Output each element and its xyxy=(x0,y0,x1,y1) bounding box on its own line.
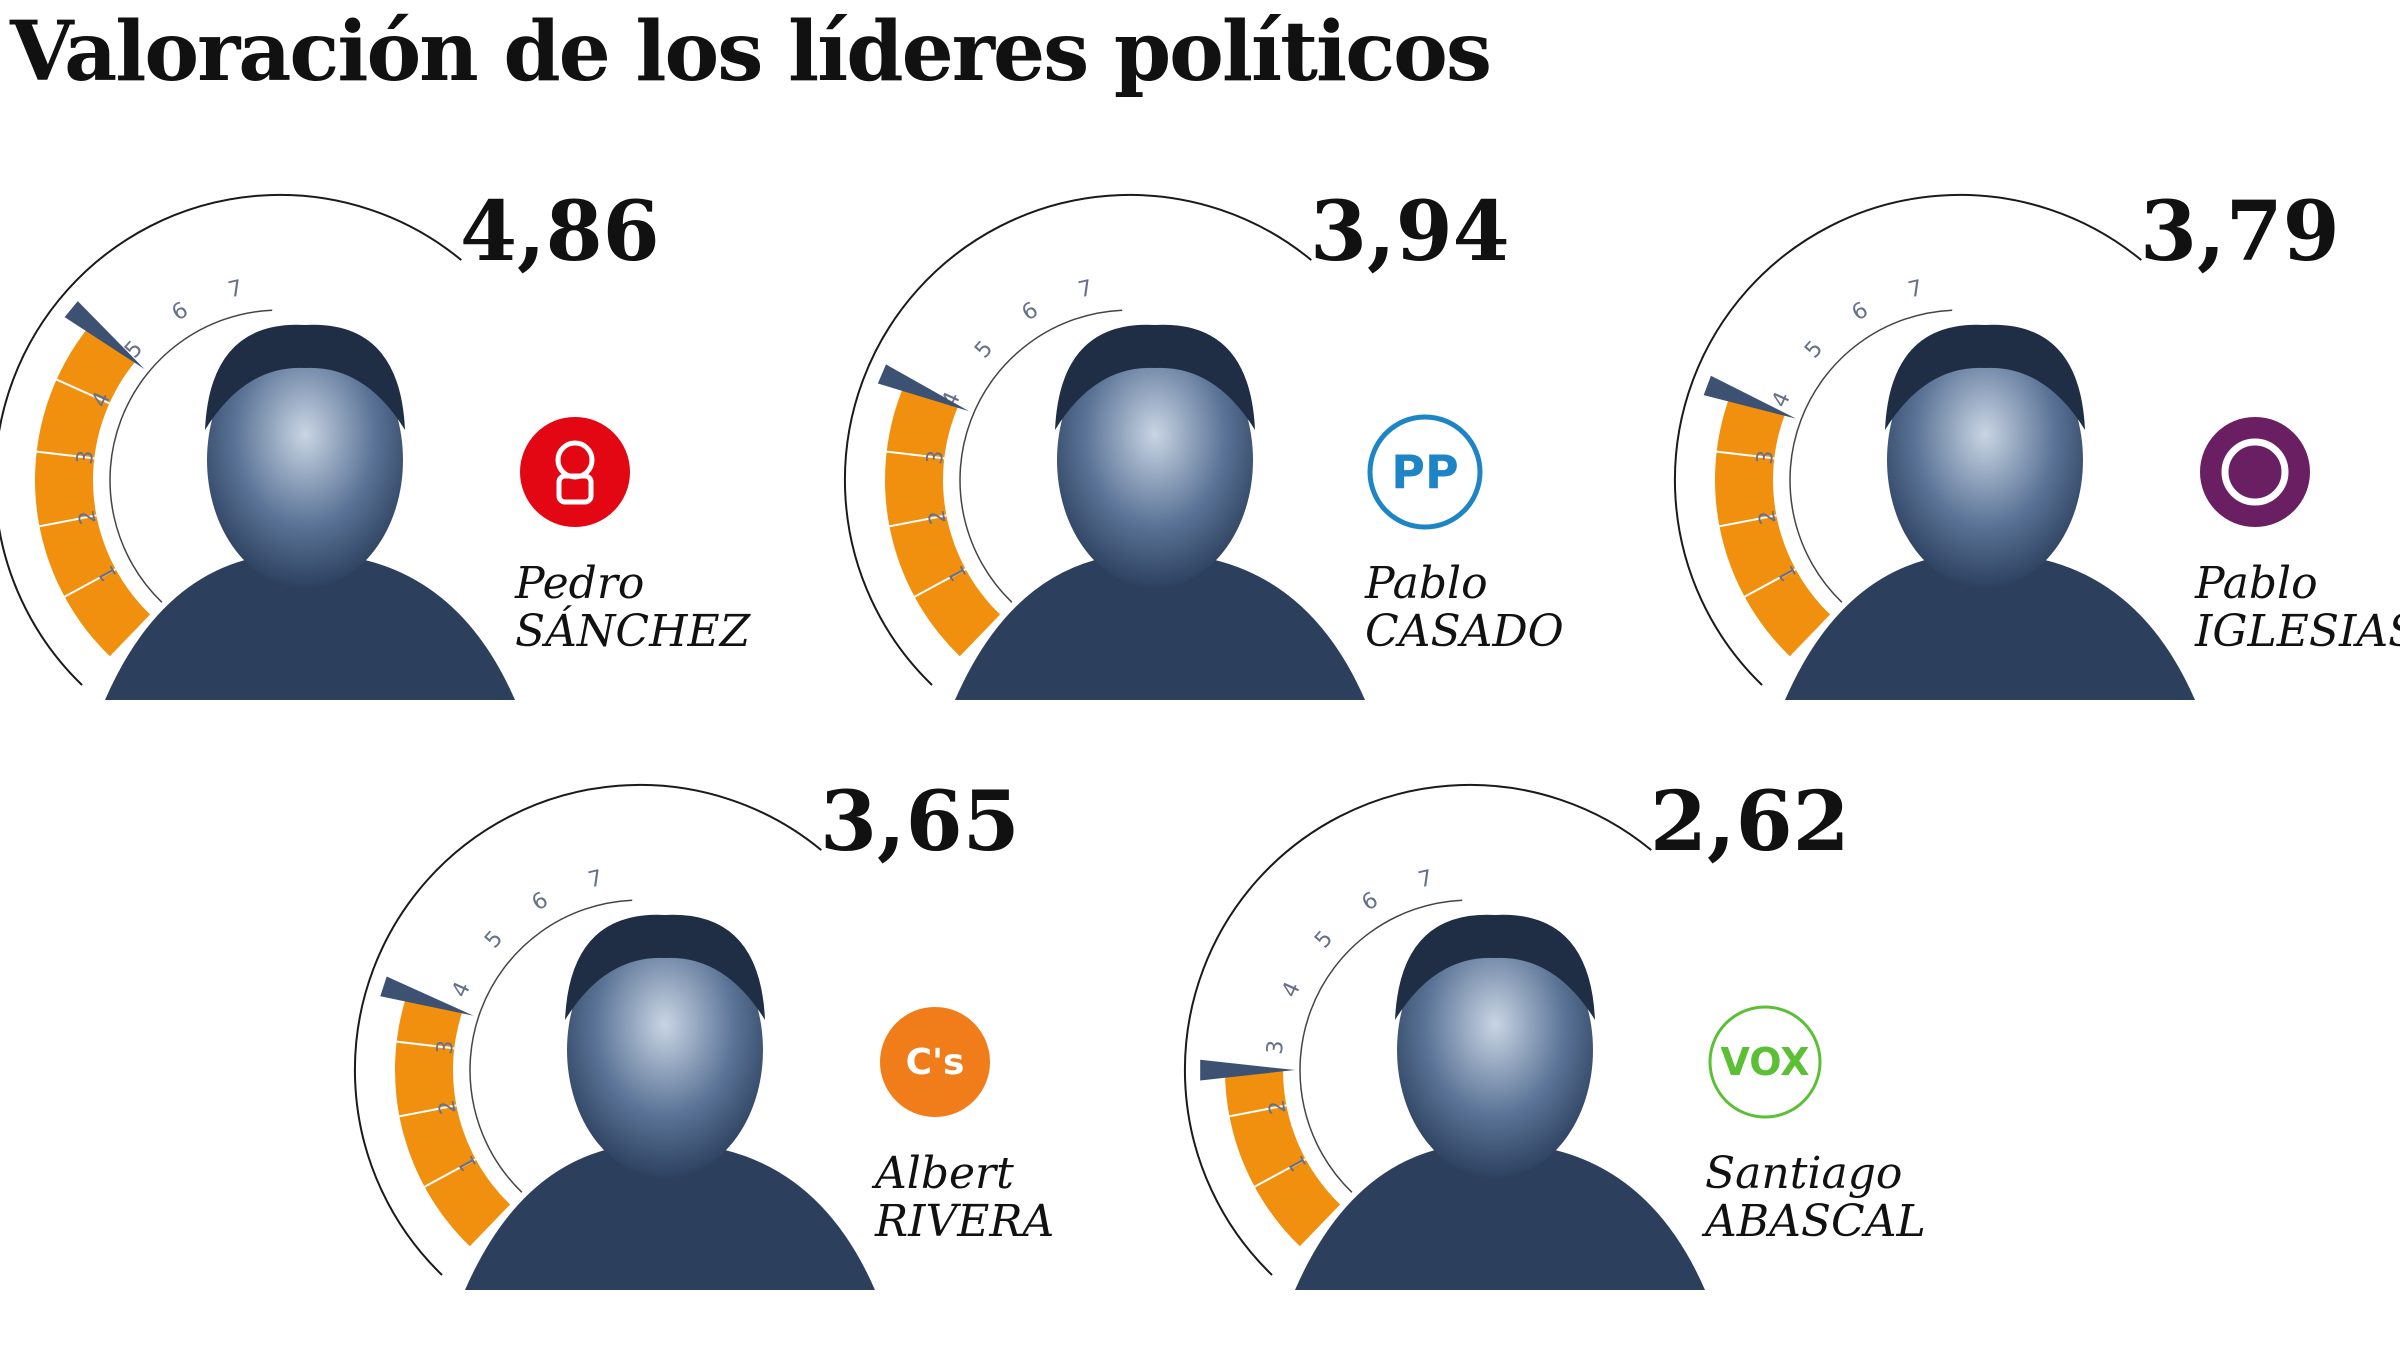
gauge-inner-arc xyxy=(1299,899,1463,1193)
tick-label-5: 5 xyxy=(970,336,998,363)
gauge-outer-arc xyxy=(843,193,1312,686)
tick-label-7: 7 xyxy=(1906,276,1925,304)
gauge-segment-divider xyxy=(396,1040,455,1050)
cs-logo-icon: C's xyxy=(880,1007,990,1117)
leader-last-name: CASADO xyxy=(1365,606,1564,657)
svg-text:C's: C's xyxy=(906,1042,965,1083)
tick-label-7: 7 xyxy=(586,866,605,894)
gauge-segment-divider xyxy=(399,1104,457,1118)
tick-label-3: 3 xyxy=(73,449,99,466)
tick-label-7: 7 xyxy=(1416,866,1435,894)
gauge-inner-arc xyxy=(469,899,633,1193)
gauge-inner-arc xyxy=(959,309,1123,603)
tick-label-6: 6 xyxy=(528,888,553,917)
leader-first-name: Santiago xyxy=(1705,1148,1902,1199)
leader-first-name: Albert xyxy=(871,1148,1014,1199)
score-label: 4,86 xyxy=(460,184,660,280)
tick-label-3: 3 xyxy=(923,449,949,466)
leader-photo xyxy=(105,324,515,700)
page-title: Valoración de los líderes políticos xyxy=(10,4,1492,100)
gauge-segment-divider xyxy=(39,514,97,528)
leader-photo xyxy=(1295,914,1705,1290)
tick-label-2: 2 xyxy=(74,508,101,526)
rose-fist-icon xyxy=(520,417,630,527)
tick-label-2: 2 xyxy=(434,1098,461,1116)
gauge-value-band xyxy=(34,324,151,657)
tick-label-6: 6 xyxy=(168,298,193,327)
score-label: 3,94 xyxy=(1310,184,1510,280)
gauge-segment-divider xyxy=(1229,1104,1287,1118)
tick-label-2: 2 xyxy=(924,508,951,526)
gauge-inner-arc xyxy=(1789,309,1953,603)
gauge-outer-arc xyxy=(1183,783,1652,1276)
gauge-segment-divider xyxy=(1719,514,1777,528)
tick-label-4: 4 xyxy=(1277,978,1306,1001)
leader-last-name: SÁNCHEZ xyxy=(515,604,752,657)
gauge-segment-divider xyxy=(424,1158,477,1188)
gauge-segment-divider xyxy=(886,450,945,460)
gauge-outer-arc xyxy=(1673,193,2142,686)
gauge-value-band xyxy=(395,994,511,1247)
gauge-needle xyxy=(1200,1059,1295,1081)
tick-label-6: 6 xyxy=(1358,888,1383,917)
leader-photo xyxy=(465,914,875,1290)
tick-label-2: 2 xyxy=(1754,508,1781,526)
leader-first-name: Pablo xyxy=(1364,558,1488,609)
gauge-value-band xyxy=(1714,394,1831,657)
leader-photo xyxy=(1785,324,2195,700)
tick-label-5: 5 xyxy=(1800,336,1828,363)
tick-label-2: 2 xyxy=(1264,1098,1291,1116)
score-label: 2,62 xyxy=(1650,774,1850,870)
gauge-inner-arc xyxy=(109,309,273,603)
gauge-needle xyxy=(380,976,474,1016)
gauge-outer-arc xyxy=(0,193,462,686)
tick-label-5: 5 xyxy=(1310,926,1338,953)
gauge-segment-divider xyxy=(1254,1158,1307,1188)
gauge-value-band xyxy=(884,383,1001,657)
svg-text:VOX: VOX xyxy=(1721,1040,1810,1084)
leader-last-name: IGLESIAS xyxy=(2194,606,2400,657)
tick-label-7: 7 xyxy=(1076,276,1095,304)
leader-last-name: ABASCAL xyxy=(1701,1196,1926,1247)
gauge-needle xyxy=(1703,375,1797,419)
tick-label-3: 3 xyxy=(1263,1039,1289,1056)
gauge-segment-divider xyxy=(914,568,967,598)
gauge-segment-divider xyxy=(56,378,110,405)
tick-label-6: 6 xyxy=(1848,298,1873,327)
gauge-segment-divider xyxy=(889,514,947,528)
gauge-needle xyxy=(64,301,145,370)
gauge-segment-divider xyxy=(1716,450,1775,460)
gauge-value-band xyxy=(1225,1070,1341,1247)
svg-text:PP: PP xyxy=(1391,445,1458,499)
leader-first-name: Pedro xyxy=(514,558,644,609)
tick-label-3: 3 xyxy=(433,1039,459,1056)
leader-first-name: Pablo xyxy=(2194,558,2318,609)
tick-label-7: 7 xyxy=(226,276,245,304)
score-label: 3,79 xyxy=(2140,184,2340,280)
pp-logo-icon: PP xyxy=(1367,414,1483,530)
tick-label-5: 5 xyxy=(480,926,508,953)
leader-photo xyxy=(955,324,1365,700)
gauge-segment-divider xyxy=(1744,568,1797,598)
podemos-circle-icon xyxy=(2200,417,2310,527)
tick-label-4: 4 xyxy=(447,978,476,1001)
tick-label-6: 6 xyxy=(1018,298,1043,327)
leader-last-name: RIVERA xyxy=(874,1196,1054,1247)
gauge-segment-divider xyxy=(36,450,95,460)
score-label: 3,65 xyxy=(820,774,1020,870)
tick-label-3: 3 xyxy=(1753,449,1779,466)
gauge-outer-arc xyxy=(353,783,822,1276)
gauge-segment-divider xyxy=(64,568,117,598)
vox-logo-icon: VOX xyxy=(1708,1005,1822,1119)
gauge-needle xyxy=(877,364,970,412)
